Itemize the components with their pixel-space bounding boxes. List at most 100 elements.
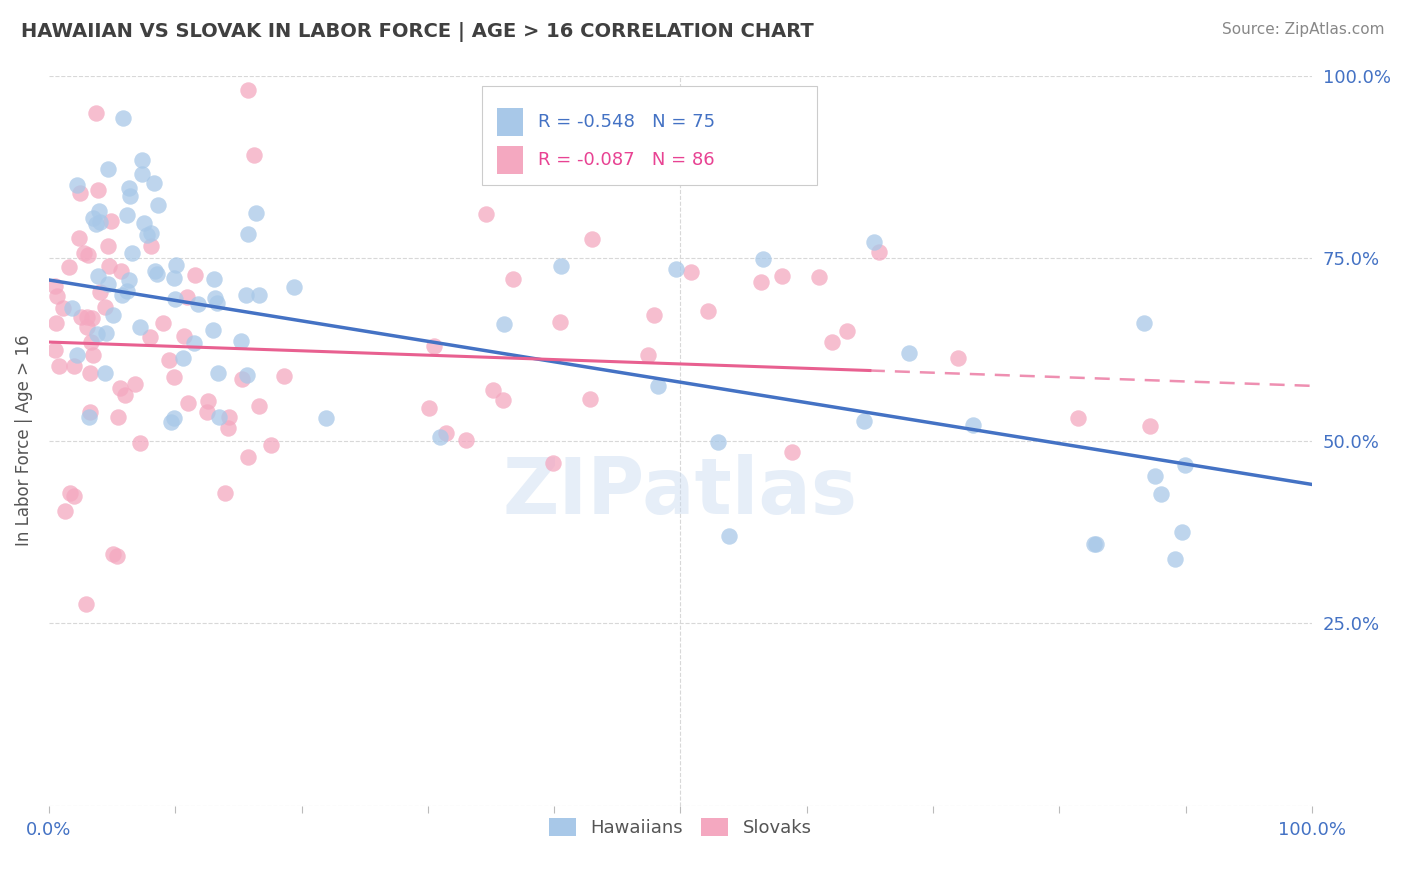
Text: R = -0.548   N = 75: R = -0.548 N = 75 — [537, 113, 714, 131]
Point — [481, 384, 503, 398]
Point — [44, 279, 66, 293]
Point — [82, 211, 104, 226]
Point — [80, 334, 103, 349]
Point — [1174, 458, 1197, 473]
Point — [97, 259, 120, 273]
Point — [475, 207, 498, 221]
Point — [80, 311, 103, 326]
Point — [115, 208, 138, 222]
Point — [157, 353, 180, 368]
Point — [45, 316, 67, 330]
Point — [1084, 537, 1107, 551]
Point — [100, 213, 122, 227]
Point — [1083, 537, 1105, 551]
Point — [132, 216, 155, 230]
Point — [139, 238, 162, 252]
Point — [835, 324, 858, 338]
Point — [429, 430, 451, 444]
Point — [60, 301, 83, 315]
Point — [163, 271, 186, 285]
Point — [162, 410, 184, 425]
Point — [44, 343, 66, 358]
Point — [176, 396, 198, 410]
FancyBboxPatch shape — [498, 146, 523, 174]
Point — [187, 296, 209, 310]
Point — [706, 434, 728, 449]
FancyBboxPatch shape — [498, 109, 523, 136]
Point — [112, 111, 135, 125]
Point — [58, 260, 80, 274]
Point — [97, 277, 120, 291]
Point — [163, 292, 186, 306]
Point — [107, 409, 129, 424]
Point — [176, 290, 198, 304]
Point — [434, 426, 457, 441]
Point — [94, 366, 117, 380]
Point — [259, 438, 281, 452]
Point — [247, 400, 270, 414]
Point — [131, 153, 153, 168]
Point — [76, 310, 98, 325]
Point — [129, 436, 152, 450]
Point — [84, 217, 107, 231]
Point — [217, 421, 239, 435]
Point — [492, 317, 515, 331]
Point — [59, 485, 82, 500]
Point — [202, 272, 225, 286]
Point — [124, 376, 146, 391]
Point — [75, 597, 97, 611]
FancyBboxPatch shape — [482, 87, 817, 185]
Point — [86, 326, 108, 341]
Point — [66, 347, 89, 361]
Point — [165, 258, 187, 272]
Point — [114, 388, 136, 402]
Point — [87, 183, 110, 197]
Text: ZIPatlas: ZIPatlas — [503, 454, 858, 530]
Point — [46, 289, 69, 303]
Point — [52, 301, 75, 316]
Point — [108, 381, 131, 395]
Point — [84, 105, 107, 120]
Point — [136, 228, 159, 243]
Point — [195, 405, 218, 419]
Point — [139, 330, 162, 344]
Point — [79, 405, 101, 419]
Point — [1133, 316, 1156, 330]
Point — [89, 215, 111, 229]
Point — [665, 261, 688, 276]
Point — [456, 433, 478, 447]
Point — [238, 227, 260, 242]
Point — [1150, 487, 1173, 501]
Point — [197, 394, 219, 409]
Text: R = -0.087   N = 86: R = -0.087 N = 86 — [537, 152, 714, 169]
Point — [77, 410, 100, 425]
Point — [208, 410, 231, 425]
Point — [202, 323, 225, 337]
Point — [752, 252, 775, 266]
Point — [946, 351, 969, 365]
Point — [236, 450, 259, 464]
Point — [235, 288, 257, 302]
Legend: Hawaiians, Slovaks: Hawaiians, Slovaks — [541, 810, 820, 844]
Point — [718, 529, 741, 543]
Point — [243, 148, 266, 162]
Point — [238, 83, 260, 97]
Point — [73, 246, 96, 260]
Point — [247, 288, 270, 302]
Point — [53, 503, 76, 517]
Point — [550, 315, 572, 329]
Point — [543, 456, 565, 470]
Point — [67, 231, 90, 245]
Point — [173, 329, 195, 343]
Point — [121, 246, 143, 260]
Point — [236, 368, 259, 382]
Point — [148, 198, 170, 212]
Point — [66, 178, 89, 192]
Point — [101, 308, 124, 322]
Point — [105, 549, 128, 563]
Text: Source: ZipAtlas.com: Source: ZipAtlas.com — [1222, 22, 1385, 37]
Point — [231, 334, 253, 349]
Point — [1143, 469, 1166, 483]
Point — [118, 181, 141, 195]
Point — [160, 415, 183, 429]
